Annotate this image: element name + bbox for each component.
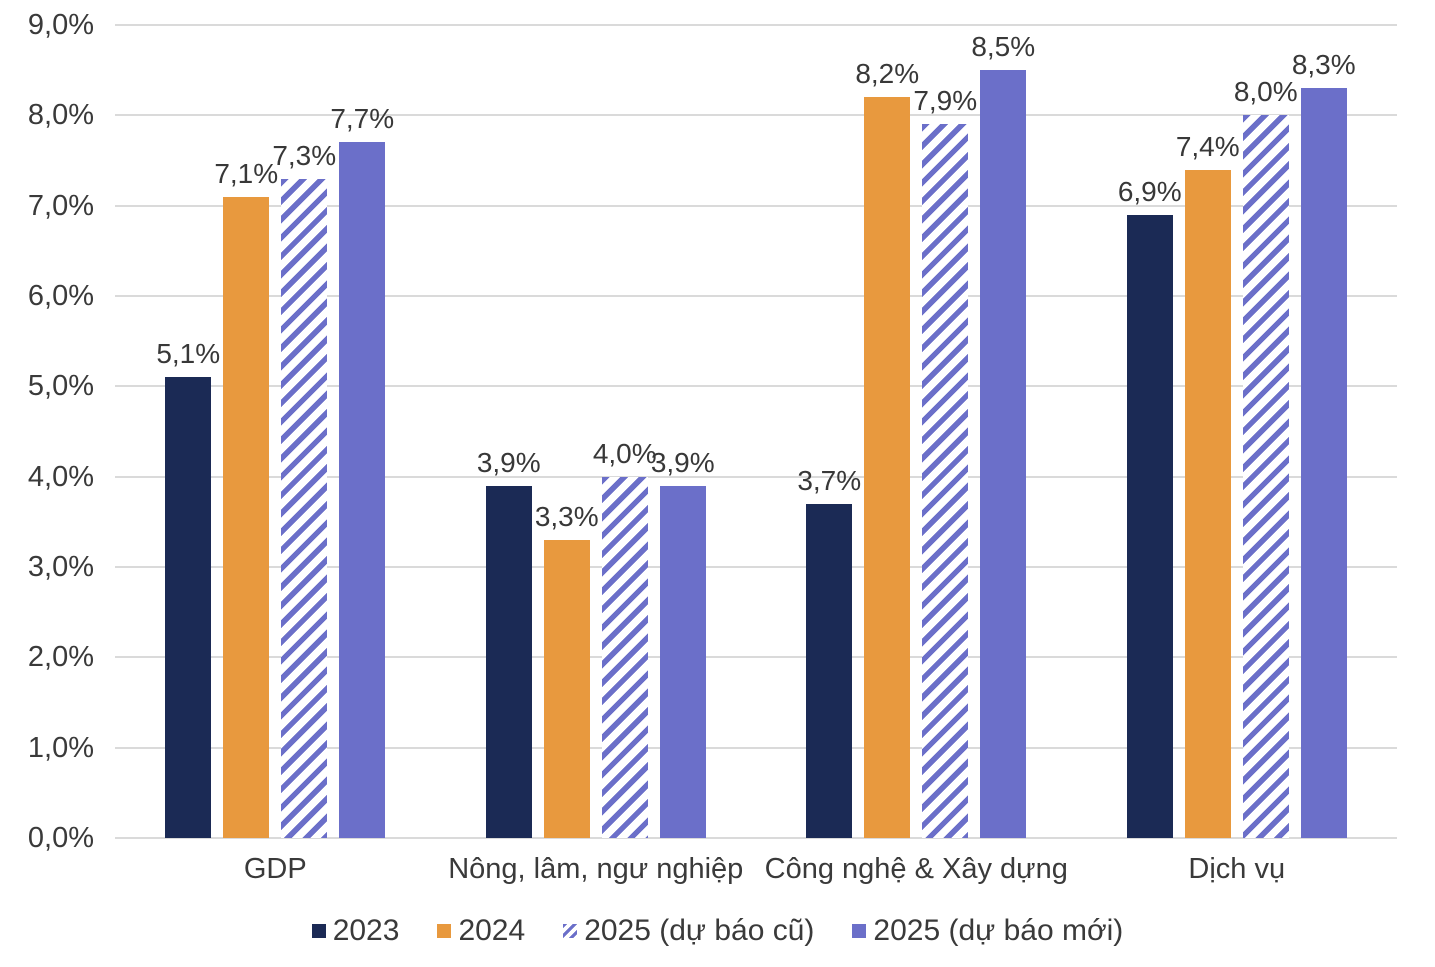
gridline	[115, 385, 1397, 388]
bar	[659, 485, 706, 838]
y-axis-tick-label: 3,0%	[27, 551, 94, 583]
gridline	[115, 566, 1397, 568]
bar	[980, 70, 1027, 838]
bar	[1184, 169, 1231, 838]
legend-item-label: 2023	[332, 914, 400, 947]
bar-value-label: 7,4%	[1175, 130, 1240, 162]
x-axis-category-label: Dịch vụ	[1188, 853, 1286, 885]
bar	[922, 124, 969, 838]
bar-value-label: 8,3%	[1291, 49, 1356, 81]
bar-value-label: 5,1%	[156, 338, 221, 370]
bar-value-label: 3,7%	[797, 464, 862, 496]
gridline	[115, 24, 1397, 26]
bar	[223, 196, 270, 838]
y-axis-tick-label: 5,0%	[27, 370, 94, 403]
bar-value-label: 7,1%	[214, 157, 279, 189]
legend: 2023 2024 2025 (dự báo cũ) 2025 (dự báo mới…	[0, 910, 1435, 952]
bar	[1126, 214, 1173, 838]
bar-value-label: 6,9%	[1117, 175, 1182, 207]
x-axis-category-label: Công nghệ & Xây dựng	[764, 853, 1068, 885]
y-axis-tick-label: 8,0%	[27, 99, 94, 132]
bar-value-label: 3,3%	[534, 500, 599, 532]
bar	[601, 476, 648, 838]
gridline	[115, 656, 1397, 659]
bar	[1300, 88, 1347, 838]
legend-swatch-icon	[852, 924, 867, 938]
x-axis-category-label: Nông, lâm, ngư nghiệp	[448, 853, 744, 885]
bar-value-label: 4,0%	[592, 437, 657, 469]
legend-item: 2024	[437, 914, 525, 948]
gridline	[115, 114, 1397, 117]
bar	[543, 539, 590, 838]
bar-value-label: 8,2%	[855, 58, 920, 90]
bar	[1242, 115, 1289, 838]
y-axis-tick-label: 2,0%	[27, 641, 94, 674]
bar-value-label: 8,5%	[971, 31, 1036, 63]
gridline	[115, 746, 1397, 749]
gridline	[115, 837, 1397, 839]
y-axis-tick-label: 9,0%	[27, 9, 94, 41]
bar	[339, 142, 386, 838]
bar-value-label: 3,9%	[476, 446, 541, 478]
legend-item-label: 2025 (dự báo mới)	[873, 914, 1124, 947]
bar	[485, 485, 532, 838]
y-axis-tick-label: 4,0%	[27, 460, 94, 493]
legend-item-label: 2025 (dự báo cũ)	[584, 914, 815, 947]
y-axis-tick-label: 1,0%	[27, 731, 94, 764]
legend-item: 2025 (dự báo cũ)	[563, 914, 814, 948]
legend-swatch-icon	[311, 924, 326, 938]
bar-value-label: 7,7%	[330, 103, 395, 135]
bar	[864, 97, 911, 838]
bar-value-label: 3,9%	[650, 446, 715, 478]
bar	[806, 503, 853, 838]
legend-item: 2025 (dự báo mới)	[852, 914, 1123, 948]
bar-value-label: 7,9%	[913, 85, 978, 117]
legend-item-label: 2024	[458, 914, 526, 947]
bar	[165, 377, 212, 838]
x-axis-category-label: GDP	[243, 853, 307, 885]
bar-value-label: 7,3%	[272, 139, 337, 171]
legend-swatch-icon	[437, 924, 452, 938]
legend-hatch-swatch-icon	[563, 924, 578, 938]
y-axis-tick-label: 0,0%	[27, 822, 94, 854]
y-axis-tick-label: 6,0%	[27, 280, 94, 312]
legend-item: 2023	[311, 914, 400, 948]
bar-value-label: 8,0%	[1233, 76, 1298, 108]
gridline	[115, 204, 1397, 207]
bar	[281, 178, 328, 838]
gridline	[115, 475, 1397, 478]
gridline	[115, 295, 1397, 297]
y-axis-tick-label: 7,0%	[27, 189, 94, 222]
